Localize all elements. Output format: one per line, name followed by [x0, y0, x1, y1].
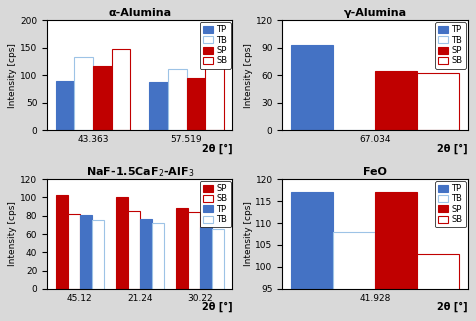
Legend: SP, SB, TP, TB: SP, SB, TP, TB: [199, 181, 231, 227]
Bar: [212, 230, 224, 289]
Bar: [74, 57, 93, 130]
Bar: [79, 215, 91, 289]
Bar: [56, 195, 68, 289]
Bar: [140, 220, 152, 289]
Bar: [176, 208, 188, 289]
Y-axis label: Intensity [cps]: Intensity [cps]: [244, 43, 253, 108]
Bar: [291, 45, 333, 130]
Legend: TP, TB, SP, SB: TP, TB, SP, SB: [435, 181, 466, 227]
Bar: [116, 197, 128, 289]
Bar: [375, 71, 417, 130]
Bar: [375, 192, 417, 321]
Bar: [200, 227, 212, 289]
Title: NaF-1.5CaF$_2$-AlF$_3$: NaF-1.5CaF$_2$-AlF$_3$: [86, 165, 194, 179]
Bar: [91, 220, 104, 289]
Title: γ-Alumina: γ-Alumina: [343, 8, 407, 18]
Bar: [56, 81, 74, 130]
Text: 2θ [°]: 2θ [°]: [437, 302, 467, 312]
Text: 2θ [°]: 2θ [°]: [202, 302, 232, 312]
Bar: [187, 78, 205, 130]
Legend: TP, TB, SP, SB: TP, TB, SP, SB: [199, 22, 231, 69]
Text: 2θ [°]: 2θ [°]: [202, 143, 232, 154]
Bar: [152, 223, 164, 289]
Bar: [112, 49, 130, 130]
Bar: [168, 69, 187, 130]
Bar: [205, 67, 224, 130]
Bar: [333, 232, 375, 321]
Title: α-Alumina: α-Alumina: [108, 8, 171, 18]
Bar: [417, 74, 459, 130]
Title: FeO: FeO: [363, 167, 387, 177]
Bar: [93, 66, 112, 130]
Bar: [417, 254, 459, 321]
Y-axis label: Intensity [cps]: Intensity [cps]: [244, 202, 253, 266]
Bar: [188, 212, 200, 289]
Text: 2θ [°]: 2θ [°]: [437, 143, 467, 154]
Y-axis label: Intensity [cps]: Intensity [cps]: [9, 202, 17, 266]
Bar: [149, 82, 168, 130]
Bar: [291, 192, 333, 321]
Bar: [68, 214, 79, 289]
Y-axis label: Intensity [cps]: Intensity [cps]: [9, 43, 17, 108]
Legend: TP, TB, SP, SB: TP, TB, SP, SB: [435, 22, 466, 69]
Bar: [128, 211, 140, 289]
